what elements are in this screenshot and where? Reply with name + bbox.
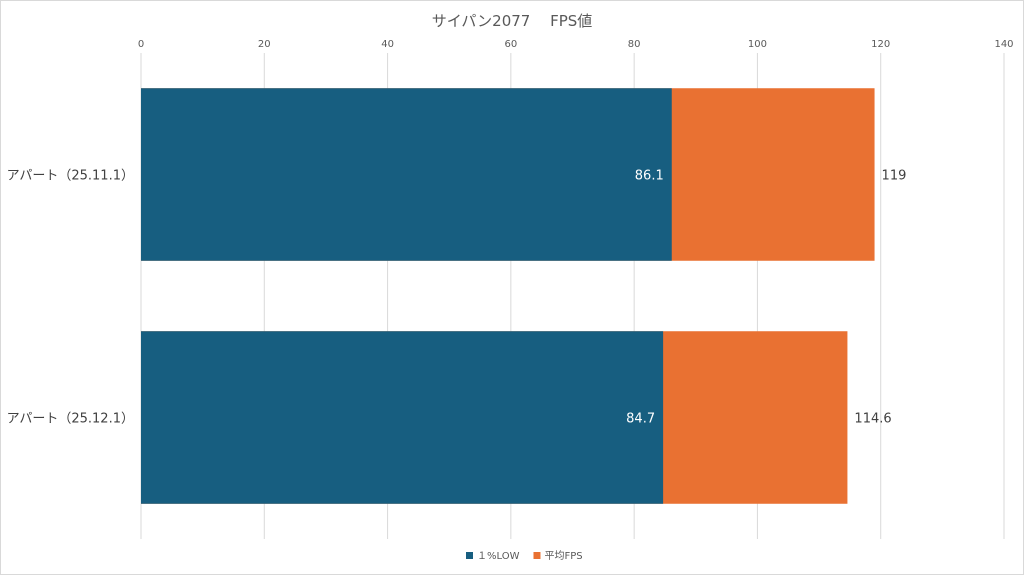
legend-label: 平均FPS <box>544 550 582 562</box>
x-tick-label: 80 <box>628 39 641 50</box>
category-label: アパート（25.12.1） <box>7 412 134 427</box>
label-layer: アパート（25.11.1） 119 86.1 アパート（25.12.1） 114.6 84… <box>7 169 907 427</box>
category-label: アパート（25.11.1） <box>7 169 134 184</box>
legend-label: １%LOW <box>477 551 520 562</box>
x-tick-label: 140 <box>994 39 1013 50</box>
x-tick-label: 0 <box>138 39 144 50</box>
data-label: 119 <box>882 169 907 184</box>
x-tick-label: 40 <box>381 39 394 50</box>
legend-swatch <box>466 552 473 559</box>
bar-layer <box>141 88 875 504</box>
legend: １%LOW 平均FPS <box>466 550 583 562</box>
data-label: 114.6 <box>854 412 891 427</box>
x-tick-label: 120 <box>871 39 890 50</box>
legend-swatch <box>533 552 541 559</box>
x-tick-label: 100 <box>748 39 767 50</box>
chart-title: サイパン2077 FPS値 <box>432 12 593 30</box>
bar-low <box>141 88 672 261</box>
data-label: 84.7 <box>626 412 655 427</box>
x-tick-label: 20 <box>258 39 271 50</box>
x-tick-label: 60 <box>504 39 517 50</box>
bar-low <box>141 331 664 504</box>
data-label: 86.1 <box>635 169 664 184</box>
